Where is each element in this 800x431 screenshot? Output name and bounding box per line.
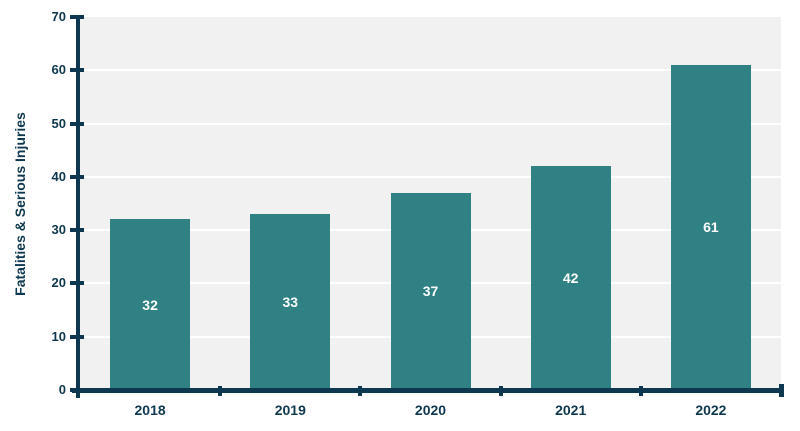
bar-value-label: 32 [142,296,158,313]
gridline [80,175,781,178]
x-axis-tick [218,386,223,396]
y-tick-label: 50 [51,115,66,131]
y-axis-tick [70,68,84,73]
y-axis-tick [70,388,84,392]
y-tick-label: 70 [51,9,66,24]
x-tick-label: 2019 [274,402,306,418]
y-tick-label: 40 [51,168,66,184]
y-axis-tick [70,174,84,179]
x-axis-tick [498,386,503,396]
y-axis-line [76,17,80,398]
y-axis-tick [70,15,84,19]
y-axis-tick [70,281,84,286]
gridline [80,122,781,125]
y-tick-label: 30 [51,222,66,238]
y-tick-label: 10 [51,328,66,344]
bar-value-label: 37 [422,283,439,300]
gridline [80,69,781,72]
x-axis-line [72,388,784,393]
y-tick-label: 0 [58,382,66,397]
x-tick-label: 2022 [695,402,727,418]
y-axis-tick [70,228,84,233]
y-axis-title: Fatalities & Serious Injuries [12,112,28,296]
y-axis-tick [70,121,84,126]
x-axis-tick [638,386,643,396]
bar-value-label: 42 [562,270,579,287]
y-tick-label: 60 [51,62,66,78]
bar-2020 [390,192,471,390]
x-tick-label: 2021 [555,402,587,418]
bar-value-label: 33 [282,294,299,311]
y-tick-label: 20 [51,275,66,291]
bar-value-label: 61 [703,219,719,236]
y-axis-tick [70,334,84,339]
x-axis-tick [358,386,363,396]
bar-2019 [250,214,331,390]
bar-2018 [110,219,191,390]
x-tick-label: 2018 [134,402,166,418]
x-tick-label: 2020 [414,402,447,418]
bar-2022 [670,64,751,390]
x-axis-end-tick [779,384,784,397]
bar-2021 [530,166,611,390]
